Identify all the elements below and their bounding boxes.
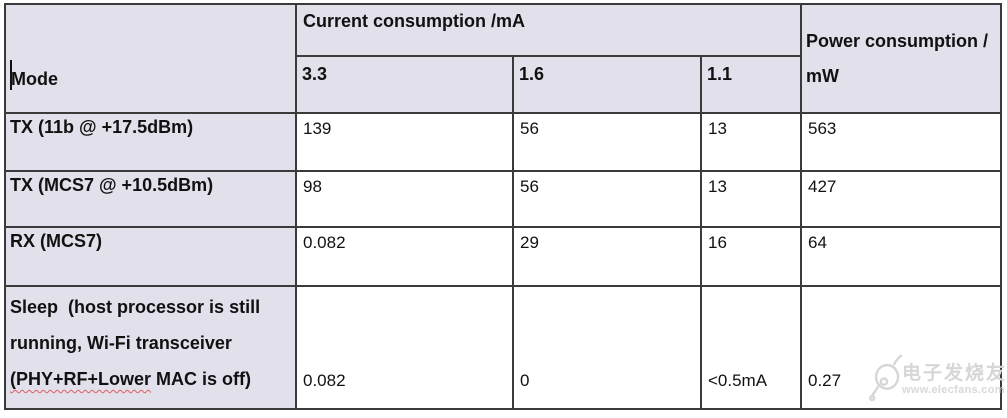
current-consumption-header: Current consumption /mA — [295, 3, 802, 57]
value-cell: 0.082 — [295, 226, 514, 287]
mode-cell: TX (11b @ +17.5dBm) — [4, 112, 297, 172]
voltage-header-3v3: 3.3 — [295, 55, 514, 114]
value-cell: 98 — [295, 170, 514, 228]
sleep-mode-line1: Sleep (host processor is still — [10, 297, 261, 317]
watermark-url: www.elecfans.com — [901, 384, 1005, 397]
sleep-mode-line3-rest: MAC is off) — [151, 369, 252, 389]
value-cell: 563 — [800, 112, 1002, 172]
value-cell: 64 — [800, 226, 1002, 287]
text-cursor — [10, 60, 12, 90]
mode-header-cell: Mode — [4, 3, 297, 114]
header-row-top: Mode Current consumption /mA Power consu… — [4, 3, 1002, 114]
watermark-text: 电子发烧友 www.elecfans.com — [901, 362, 1007, 397]
mode-cell: Sleep (host processor is still running, … — [4, 285, 297, 410]
mode-cell: RX (MCS7) — [4, 226, 297, 287]
value-cell: 0.27 — [800, 285, 1002, 410]
table-row-rx-mcs7: RX (MCS7) 0.082 29 16 64 — [4, 226, 1002, 287]
voltage-header-1v1: 1.1 — [700, 55, 802, 114]
spellcheck-underlined-text: (PHY+RF+Lower — [10, 369, 152, 389]
value-cell: <0.5mA — [700, 285, 802, 410]
value-cell: 427 — [800, 170, 1002, 228]
mode-cell: TX (MCS7 @ +10.5dBm) — [4, 170, 297, 228]
value-cell: 29 — [512, 226, 702, 287]
table-row-tx-mcs7: TX (MCS7 @ +10.5dBm) 98 56 13 427 — [4, 170, 1002, 228]
value-cell: 139 — [295, 112, 514, 172]
value-cell: 56 — [512, 112, 702, 172]
header-row-voltages: 3.3 1.6 1.1 — [5, 55, 1001, 114]
voltage-header-1v6: 1.6 — [512, 55, 702, 114]
power-consumption-header: Power consumption / mW — [800, 3, 1002, 114]
elecfans-logo-icon — [869, 354, 902, 402]
table-row-tx-11b: TX (11b @ +17.5dBm) 139 56 13 563 — [4, 112, 1002, 172]
consumption-table: Mode Current consumption /mA Power consu… — [4, 3, 1002, 410]
sleep-mode-line2: running, Wi-Fi transceiver — [10, 333, 232, 353]
value-cell: 56 — [512, 170, 702, 228]
value-cell: 13 — [700, 112, 802, 172]
mode-header-label: Mode — [11, 69, 58, 89]
value-cell: 16 — [700, 226, 802, 287]
elecfans-watermark: 电子发烧友 www.elecfans.com — [869, 344, 1007, 416]
value-cell: 0 — [512, 285, 702, 410]
watermark-brand: 电子发烧友 — [901, 362, 1007, 384]
sleep-mode-line3: (PHY+RF+Lower MAC is off) — [10, 361, 293, 397]
value-cell: 0.082 — [295, 285, 514, 410]
value-cell: 13 — [700, 170, 802, 228]
table-row-sleep: Sleep (host processor is still running, … — [4, 285, 1002, 410]
